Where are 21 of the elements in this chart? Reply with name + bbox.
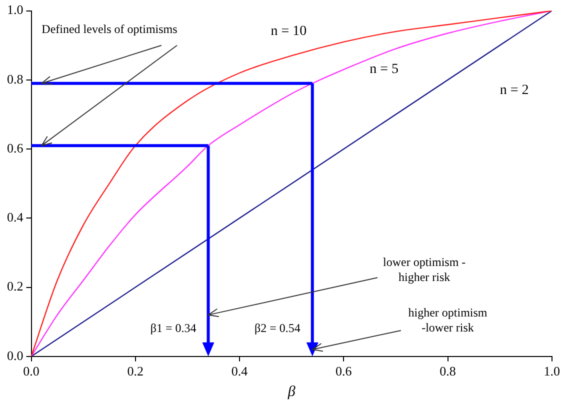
annotation: higher optimism -lower risk [408,305,488,334]
x-tick-label: 0.4 [231,364,248,379]
y-tick-label: 0.4 [7,210,24,225]
x-tick-label: 0.0 [23,364,40,379]
x-axis-title: β [286,384,296,400]
annotation: n = 10 [270,24,307,40]
x-tick-label: 1.0 [544,364,560,379]
x-tick-label: 0.6 [336,364,352,379]
y-tick-label: 0.8 [7,71,24,86]
x-tick-label: 0.8 [440,364,456,379]
annotation: Defined levels of optimisms [42,22,178,36]
ref-line-label: β1 = 0.34 [150,320,196,335]
y-tick-label: 0.0 [7,348,24,363]
y-tick-label: 0.6 [7,140,24,156]
x-tick-label: 0.2 [127,364,144,379]
annotation: lower optimism - higher risk [382,255,466,284]
y-tick-label: 1.0 [7,2,24,18]
y-tick-label: 0.2 [7,278,24,294]
ref-line-label: β2 = 0.54 [254,320,300,335]
annotation: n = 5 [370,62,399,78]
annotation: n = 2 [500,82,529,98]
